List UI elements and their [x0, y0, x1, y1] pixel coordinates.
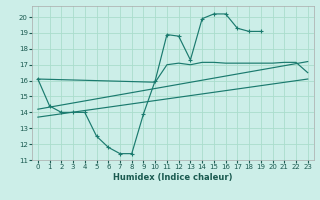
X-axis label: Humidex (Indice chaleur): Humidex (Indice chaleur) [113, 173, 233, 182]
